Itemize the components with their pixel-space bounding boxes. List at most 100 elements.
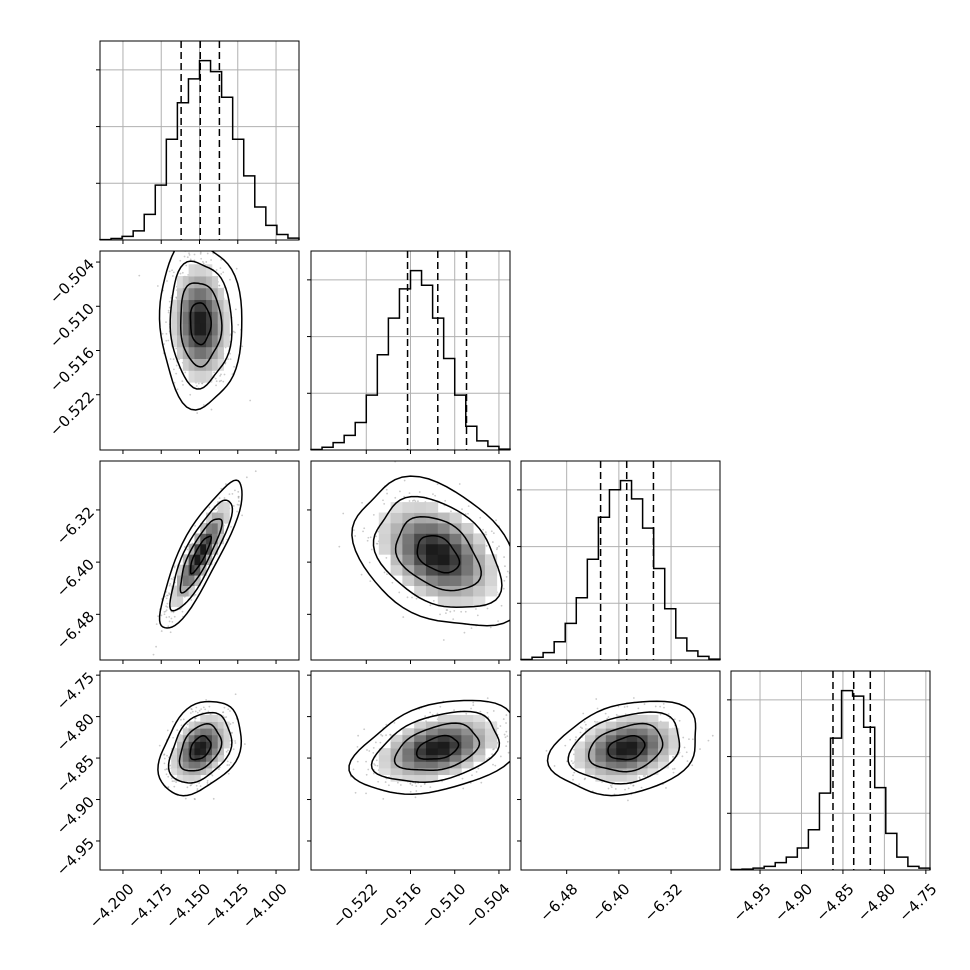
density-cell: [574, 741, 586, 749]
density-cell: [194, 311, 201, 324]
sample-point: [206, 781, 209, 784]
sample-point: [184, 797, 187, 800]
sample-point: [362, 530, 364, 533]
sample-point: [444, 612, 447, 615]
sample-point: [632, 784, 635, 787]
density-cell: [637, 761, 648, 769]
sample-point: [659, 713, 662, 716]
sample-point: [369, 536, 372, 539]
sample-point: [165, 321, 167, 324]
sample-point: [436, 712, 439, 715]
x-axis-3: −4.95−4.90−4.85−4.80−4.75: [730, 870, 941, 925]
sample-point: [386, 573, 388, 575]
sample-point: [394, 496, 397, 499]
density-cell: [584, 754, 596, 762]
density-cell: [211, 748, 219, 756]
density-cell: [595, 721, 607, 729]
density-cell: [473, 543, 486, 555]
sample-point: [222, 711, 225, 714]
sample-point: [168, 584, 171, 587]
sample-point: [545, 749, 548, 752]
sample-point: [368, 750, 371, 752]
density-cell: [194, 554, 201, 566]
sample-point: [181, 610, 184, 613]
sample-point: [507, 751, 510, 754]
density-cell: [182, 299, 190, 312]
density-cell: [182, 311, 190, 324]
density-cell: [182, 323, 190, 336]
sample-point: [207, 710, 210, 713]
sample-point: [172, 358, 175, 361]
sample-point: [486, 607, 489, 610]
density-cell: [637, 734, 648, 742]
density-cell: [390, 564, 403, 576]
density-cell: [461, 585, 474, 597]
sample-point: [234, 693, 237, 696]
sample-point: [173, 785, 176, 788]
density-cell: [217, 346, 224, 360]
sample-point: [376, 542, 379, 545]
sample-point: [194, 710, 197, 713]
sample-point: [582, 712, 585, 715]
sample-point: [672, 768, 674, 770]
density-cell: [194, 768, 201, 776]
density-cell: [200, 714, 207, 722]
contour-level-1: [179, 518, 223, 594]
sample-point: [484, 531, 487, 534]
sample-point: [200, 708, 203, 711]
sample-point: [610, 786, 613, 789]
contour-level-2: [567, 711, 681, 785]
sample-point: [193, 253, 196, 256]
density-cell: [176, 564, 184, 576]
density-cell: [616, 748, 628, 756]
sample-point: [366, 749, 368, 751]
density-cell: [206, 741, 213, 749]
density-cell: [461, 575, 474, 587]
sample-point: [373, 763, 376, 765]
density-cell: [574, 748, 586, 756]
density-cell: [390, 741, 403, 749]
sample-point: [461, 777, 464, 780]
sample-point: [199, 252, 202, 255]
sample-point: [594, 720, 596, 723]
sample-point: [506, 740, 509, 743]
sample-point: [166, 754, 168, 757]
sample-point: [201, 382, 203, 385]
density-cell: [437, 768, 450, 776]
x-tick-label: −6.48: [536, 880, 581, 925]
density-cell: [211, 721, 219, 729]
density-cell: [211, 335, 219, 348]
density-cell: [188, 299, 195, 312]
sample-point: [365, 760, 367, 763]
density-cell: [584, 761, 596, 769]
sample-point: [479, 710, 482, 713]
density-cell: [605, 721, 617, 729]
contour-level-2: [370, 710, 501, 783]
sample-point: [167, 625, 170, 628]
sample-point: [517, 727, 519, 729]
sample-point: [415, 597, 418, 600]
density-cell: [194, 276, 201, 289]
sample-point: [382, 499, 384, 502]
x-tick-label: −6.40: [588, 880, 633, 925]
sample-point: [234, 740, 237, 742]
sample-point: [198, 709, 201, 712]
sample-point: [236, 510, 238, 513]
density-cell: [647, 768, 659, 776]
density-cell: [605, 734, 617, 742]
density-cell: [626, 741, 638, 749]
density-cell: [584, 748, 596, 756]
density-cell: [414, 585, 427, 597]
sample-point: [640, 786, 643, 789]
sample-point: [492, 763, 494, 766]
sample-point: [352, 768, 355, 771]
sample-point: [414, 500, 417, 503]
sample-point: [365, 773, 368, 776]
density-cell: [414, 522, 427, 534]
density-cell: [595, 768, 607, 776]
sample-point: [186, 548, 189, 551]
panel-content: [157, 693, 246, 801]
sample-point: [418, 491, 421, 493]
density-cell: [206, 761, 213, 769]
